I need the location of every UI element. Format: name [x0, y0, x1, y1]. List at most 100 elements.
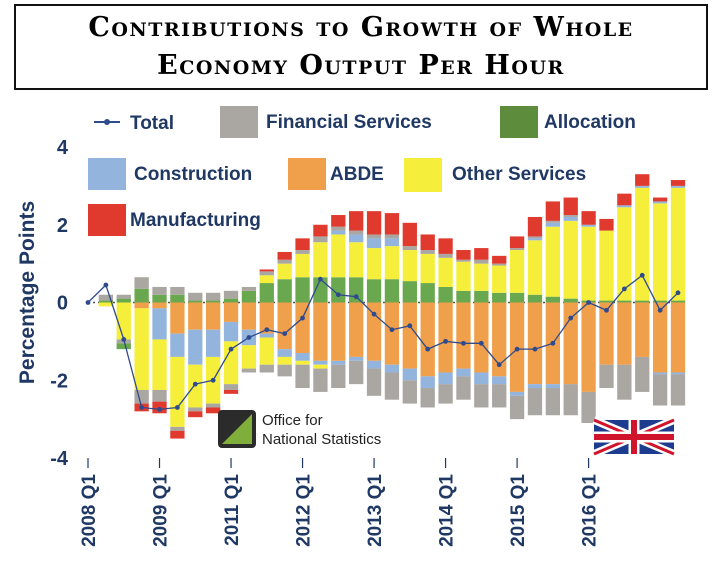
bar-manufacturing-14	[331, 215, 346, 227]
bar-construction-30	[617, 205, 632, 208]
bar-financial-services-3	[134, 277, 149, 289]
bar-allocation-12	[295, 277, 310, 303]
total-point-12	[300, 315, 305, 321]
bar-other-services-8	[223, 341, 239, 385]
bar-allocation-21	[456, 290, 471, 303]
total-point-3	[139, 405, 145, 410]
bar-other-services-3	[134, 308, 149, 390]
bar-construction-27	[563, 216, 578, 221]
total-point-25	[532, 346, 538, 352]
bar-other-services-31	[635, 187, 650, 301]
bar-abde-33	[670, 302, 686, 373]
bar-construction-17	[384, 364, 400, 373]
bar-financial-services-13	[313, 236, 328, 243]
x-tick-label: 2016 Q1	[580, 474, 601, 547]
bar-allocation-9	[241, 290, 257, 303]
legend-label-total: Total	[130, 113, 174, 134]
bar-allocation-5	[170, 294, 185, 303]
total-point-19	[425, 346, 431, 352]
bar-financial-services-21	[456, 259, 471, 262]
bar-other-services-14	[331, 234, 346, 278]
bar-financial-services-9	[241, 368, 257, 373]
bar-other-services-12	[295, 360, 310, 365]
bar-other-services-13	[313, 242, 328, 278]
bar-other-services-9	[241, 345, 257, 369]
bar-abde-14	[331, 302, 346, 361]
total-point-16	[371, 311, 377, 317]
bar-other-services-10	[259, 337, 274, 365]
bar-construction-16	[366, 238, 382, 249]
bar-abde-9	[241, 302, 257, 330]
bar-manufacturing-5	[170, 430, 185, 439]
bar-manufacturing-33	[670, 180, 686, 186]
bar-financial-services-15	[349, 360, 364, 385]
bar-financial-services-7	[206, 292, 221, 301]
bar-abde-7	[206, 302, 221, 330]
ons-logo-line-2: National Statistics	[262, 431, 381, 448]
total-point-20	[443, 338, 448, 344]
bar-abde-3	[134, 302, 149, 309]
bar-other-services-15	[349, 242, 364, 278]
bar-allocation-19	[420, 283, 435, 303]
bar-allocation-14	[331, 277, 346, 303]
bar-construction-26	[545, 384, 560, 389]
bar-manufacturing-17	[384, 213, 400, 235]
bar-manufacturing-11	[277, 251, 292, 260]
bar-construction-14	[331, 230, 346, 235]
bar-other-services-16	[366, 248, 382, 280]
bar-financial-services-20	[438, 253, 453, 258]
total-point-17	[389, 327, 395, 333]
bar-construction-4	[152, 308, 167, 340]
bar-financial-services-21	[456, 376, 471, 400]
legend-label-allocation: Allocation	[544, 112, 636, 133]
bar-abde-28	[581, 302, 596, 392]
legend: Total Financial Services Allocation Constru…	[88, 106, 636, 236]
bar-construction-5	[170, 333, 185, 357]
bar-abde-10	[259, 302, 274, 334]
bar-allocation-27	[563, 298, 578, 303]
bar-financial-services-2	[116, 294, 131, 299]
bar-allocation-8	[223, 298, 239, 303]
ons-logo-line-1: Office for	[262, 412, 323, 429]
total-point-10	[264, 327, 270, 333]
legend-label-manufacturing: Manufacturing	[130, 210, 261, 231]
bar-allocation-22	[474, 290, 489, 303]
bar-manufacturing-27	[563, 197, 578, 216]
bar-manufacturing-32	[652, 197, 668, 202]
bar-abde-29	[599, 302, 614, 365]
legend-label-abde: ABDE	[330, 164, 384, 185]
bar-construction-13	[313, 360, 328, 365]
bar-financial-services-16	[366, 368, 382, 396]
bar-financial-services-11	[277, 364, 292, 377]
bar-abde-22	[474, 302, 489, 373]
bar-manufacturing-10	[259, 269, 274, 272]
bar-allocation-26	[545, 296, 560, 303]
bar-manufacturing-25	[527, 216, 543, 237]
bar-construction-14	[331, 360, 346, 365]
bar-manufacturing-26	[545, 201, 560, 221]
total-point-6	[192, 381, 198, 387]
bar-abde-17	[384, 302, 400, 365]
bar-other-services-29	[599, 230, 614, 301]
bar-construction-28	[581, 224, 596, 227]
bar-financial-services-23	[492, 384, 507, 408]
bar-financial-services-6	[188, 407, 203, 412]
bar-other-services-30	[617, 207, 632, 301]
ons-logo: Office for National Statistics	[218, 410, 381, 448]
bar-other-services-25	[527, 240, 543, 295]
bar-manufacturing-18	[402, 222, 417, 247]
bar-manufacturing-28	[581, 211, 596, 225]
bar-manufacturing-20	[438, 238, 453, 254]
y-tick-label: -2	[50, 370, 68, 392]
bar-financial-services-24	[509, 395, 525, 420]
bar-financial-services-4	[152, 389, 167, 402]
bar-financial-services-22	[474, 384, 489, 408]
bar-other-services-11	[277, 356, 292, 365]
bar-financial-services-12	[295, 364, 310, 389]
bar-other-services-1	[98, 302, 114, 307]
bar-other-services-17	[384, 246, 400, 280]
bar-allocation-4	[152, 294, 167, 303]
chart-title-box: Contributions to Growth of Whole Economy…	[14, 4, 708, 90]
legend-swatch-manufacturing	[88, 204, 126, 236]
legend-marker-total	[104, 119, 110, 125]
